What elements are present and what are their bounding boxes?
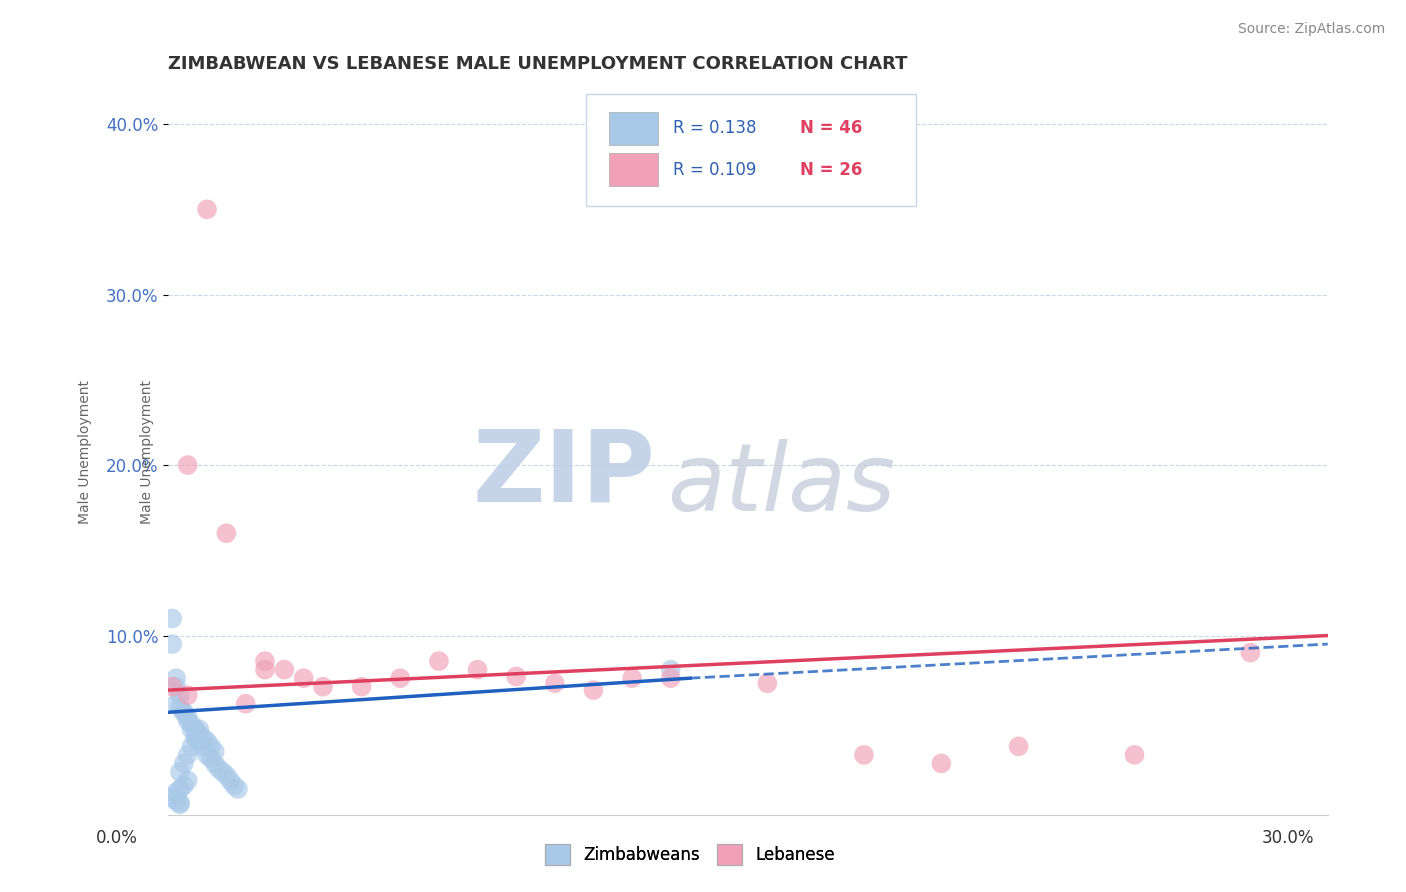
Point [350,680,373,694]
Point [215,526,238,541]
Point [253,654,276,668]
Point [1123,747,1146,762]
Point [173,706,195,720]
Text: R = 0.109: R = 0.109 [672,161,766,178]
Point [173,779,195,793]
Point [659,671,682,685]
Point [195,202,218,217]
Point [169,700,191,714]
Point [191,731,214,745]
Point [621,671,644,685]
Point [165,697,187,711]
Point [188,734,211,748]
Point [253,663,276,677]
Point [180,717,202,731]
Point [165,680,187,694]
Y-axis label: Male Unemployment: Male Unemployment [79,380,93,524]
Point [180,723,202,737]
Point [292,671,315,685]
Point [177,688,200,702]
Point [389,671,412,685]
Text: N = 46: N = 46 [800,120,863,137]
FancyBboxPatch shape [586,94,917,206]
Point [162,790,184,805]
Point [177,773,200,788]
Point [169,796,191,810]
Point [211,764,233,779]
Text: Source: ZipAtlas.com: Source: ZipAtlas.com [1237,22,1385,37]
Point [169,688,191,702]
Point [215,768,238,782]
Point [169,782,191,797]
Text: atlas: atlas [666,440,896,531]
FancyBboxPatch shape [609,112,658,145]
Point [544,676,567,690]
Point [162,680,184,694]
Point [222,779,245,793]
Point [184,731,207,745]
Point [505,669,527,683]
Point [312,680,335,694]
Point [273,663,295,677]
Point [204,756,226,771]
Point [467,663,489,677]
Point [235,697,257,711]
Point [162,611,184,625]
Point [177,714,200,728]
Point [165,794,187,808]
Point [165,785,187,799]
FancyBboxPatch shape [609,153,658,186]
Point [427,654,450,668]
Point [1239,646,1261,660]
Point [184,731,207,745]
Point [188,723,211,737]
Point [191,739,214,754]
Point [195,747,218,762]
Point [200,751,222,765]
Point [188,727,211,741]
Point [180,739,202,754]
Point [659,663,682,677]
Point [756,676,779,690]
Point [184,723,207,737]
Point [200,739,222,754]
Point [169,797,191,812]
Point [177,458,200,472]
Point [173,706,195,720]
Point [219,773,242,788]
Text: ZIP: ZIP [472,425,655,523]
Text: N = 26: N = 26 [800,161,863,178]
Point [207,762,229,776]
Point [173,756,195,771]
Point [1007,739,1029,754]
Y-axis label: Male Unemployment: Male Unemployment [141,380,155,524]
Point [162,637,184,651]
Point [204,744,226,758]
Point [929,756,952,771]
Text: R = 0.138: R = 0.138 [672,120,766,137]
Point [177,710,200,724]
Text: 0.0%: 0.0% [96,829,138,847]
Text: ZIMBABWEAN VS LEBANESE MALE UNEMPLOYMENT CORRELATION CHART: ZIMBABWEAN VS LEBANESE MALE UNEMPLOYMENT… [169,55,908,73]
Point [177,747,200,762]
Text: 30.0%: 30.0% [1263,829,1315,847]
Point [165,671,187,685]
Point [169,764,191,779]
Point [853,747,876,762]
Point [582,683,605,698]
Legend: Zimbabweans, Lebanese: Zimbabweans, Lebanese [538,838,842,871]
Point [226,782,249,797]
Point [195,734,218,748]
